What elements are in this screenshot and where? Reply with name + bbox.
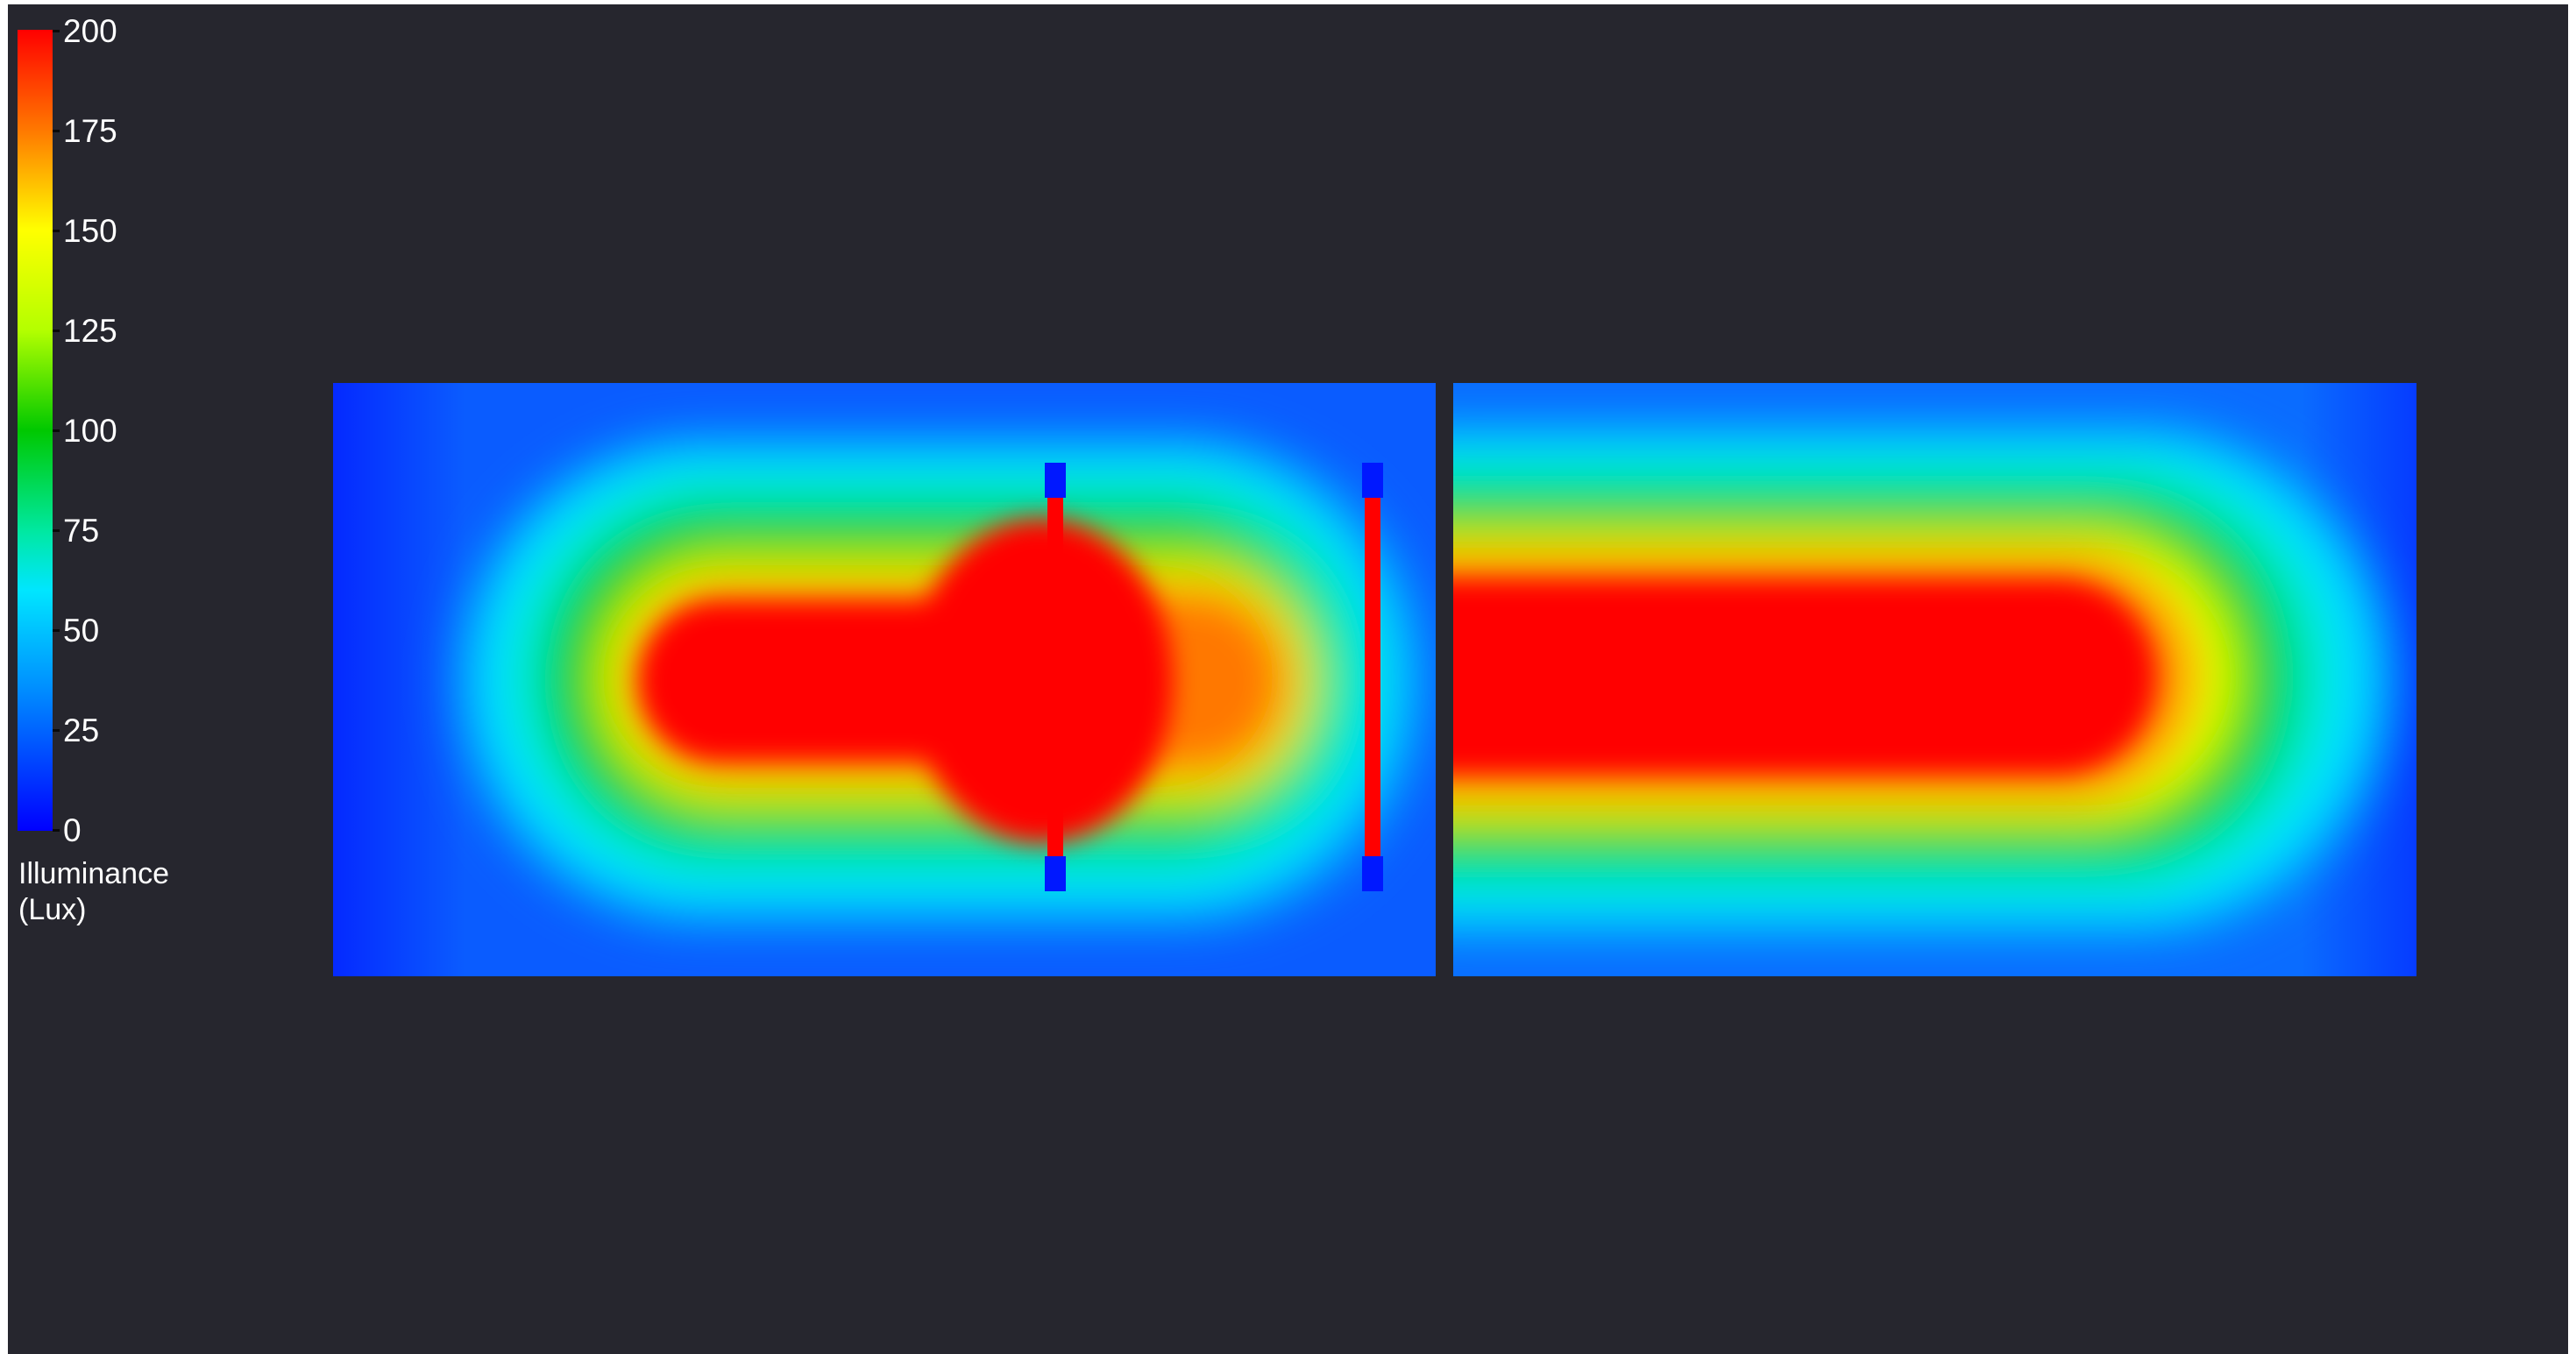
colorbar-unit: (Lux) (18, 893, 87, 926)
fixture-end-cap (1362, 463, 1383, 498)
heatmap-panel-left (333, 383, 1436, 976)
colorbar-tick-label: 175 (63, 113, 117, 149)
colorbar-tick (53, 429, 60, 432)
fixture-end-cap (1045, 463, 1066, 498)
colorbar-tick-label: 200 (63, 13, 117, 49)
colorbar-tick-label: 0 (63, 812, 82, 848)
heatmap-left-svg (333, 383, 1436, 976)
colorbar-tick-label: 50 (63, 613, 100, 649)
colorbar (18, 30, 53, 831)
colorbar-tick (53, 729, 60, 732)
fixture-strip-left (1047, 466, 1063, 887)
heatmap-panel-right (1453, 383, 2416, 976)
colorbar-tick (53, 230, 60, 232)
fixture-strip-right (1365, 466, 1380, 887)
colorbar-tick-label: 25 (63, 712, 100, 748)
colorbar-title: Illuminance (18, 857, 169, 890)
colorbar-tick (53, 30, 60, 32)
colorbar-tick-label: 150 (63, 213, 117, 249)
hotspot-central-bay (910, 519, 1173, 843)
colorbar-tick (53, 330, 60, 332)
fixture-end-cap (1362, 856, 1383, 891)
heatmap-right-svg (1453, 383, 2416, 976)
colorbar-tick-label: 125 (63, 313, 117, 349)
colorbar-tick (53, 529, 60, 532)
colorbar-tick-label: 100 (63, 413, 117, 449)
plot-canvas: 200 175 150 125 100 75 50 25 0 Illuminan… (8, 4, 2568, 1354)
fixture-end-cap (1045, 856, 1066, 891)
colorbar-tick (53, 130, 60, 132)
colorbar-tick (53, 829, 60, 832)
colorbar-tick (53, 629, 60, 632)
colorbar-tick-label: 75 (63, 513, 100, 549)
hotspot-long-corridor (1453, 580, 2154, 773)
